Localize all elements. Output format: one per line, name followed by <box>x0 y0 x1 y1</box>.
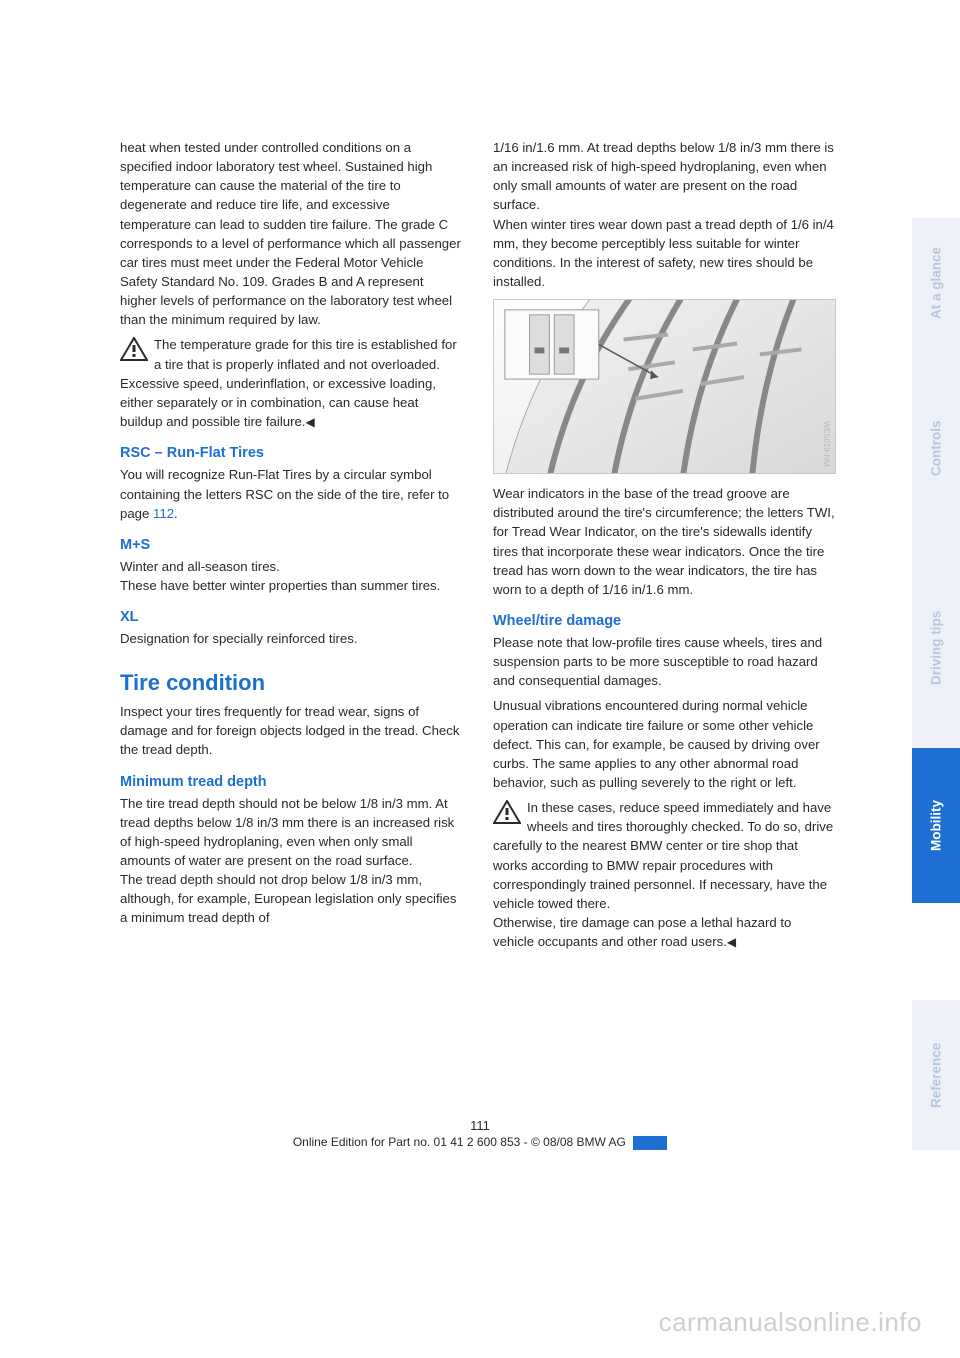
side-tab[interactable]: Mobility <box>912 748 960 903</box>
body-text: Wear indicators in the base of the tread… <box>493 484 836 599</box>
watermark: carmanualsonline.info <box>659 1307 922 1338</box>
heading-rsc: RSC – Run-Flat Tires <box>120 445 463 461</box>
body-text: 1/16 in/1.6 mm. At tread depths below 1/… <box>493 138 836 291</box>
warning-block: In these cases, reduce speed immediately… <box>493 798 836 951</box>
tire-illustration <box>494 300 835 473</box>
heading-ms: M+S <box>120 537 463 553</box>
side-tabs: At a glanceControlsDriving tipsMobilityR… <box>912 0 960 1358</box>
body-text: Inspect your tires frequently for tread … <box>120 702 463 759</box>
side-tab[interactable]: At a glance <box>912 218 960 348</box>
right-column: 1/16 in/1.6 mm. At tread depths below 1/… <box>493 138 836 957</box>
warning-block: The temperature grade for this tire is e… <box>120 335 463 431</box>
warning-text: In these cases, reduce speed immediately… <box>493 800 833 949</box>
side-tab[interactable]: Controls <box>912 348 960 548</box>
page-number: 111 <box>0 1118 960 1133</box>
body-text: Winter and all-season tires. These have … <box>120 557 463 595</box>
tire-tread-figure: WE5019-HM <box>493 299 836 474</box>
heading-tire-condition: Tire condition <box>120 670 463 696</box>
body-text: Please note that low-profile tires cause… <box>493 633 836 690</box>
body-text: The tire tread depth should not be below… <box>120 794 463 928</box>
heading-wheel-tire-damage: Wheel/tire damage <box>493 613 836 629</box>
body-text: heat when tested under controlled condit… <box>120 138 463 329</box>
footer-text: Online Edition for Part no. 01 41 2 600 … <box>293 1135 626 1149</box>
heading-xl: XL <box>120 609 463 625</box>
warning-text: The temperature grade for this tire is e… <box>120 337 457 429</box>
side-tab[interactable]: Driving tips <box>912 548 960 748</box>
page-content: heat when tested under controlled condit… <box>120 138 836 957</box>
heading-min-tread: Minimum tread depth <box>120 774 463 790</box>
body-text: Designation for specially reinforced tir… <box>120 629 463 648</box>
page-footer: 111 Online Edition for Part no. 01 41 2 … <box>0 1118 960 1150</box>
footer-accent-box <box>633 1136 667 1150</box>
warning-icon <box>120 337 148 361</box>
warning-icon <box>493 800 521 824</box>
end-marker-icon: ◀ <box>727 935 736 949</box>
footer-line: Online Edition for Part no. 01 41 2 600 … <box>0 1135 960 1150</box>
end-marker-icon: ◀ <box>305 415 314 429</box>
body-text: Unusual vibrations encountered during no… <box>493 696 836 792</box>
page-link[interactable]: 112 <box>153 506 174 521</box>
body-text: You will recognize Run-Flat Tires by a c… <box>120 465 463 522</box>
left-column: heat when tested under controlled condit… <box>120 138 463 957</box>
figure-code: WE5019-HM <box>822 421 831 467</box>
text-fragment: . <box>174 506 178 521</box>
